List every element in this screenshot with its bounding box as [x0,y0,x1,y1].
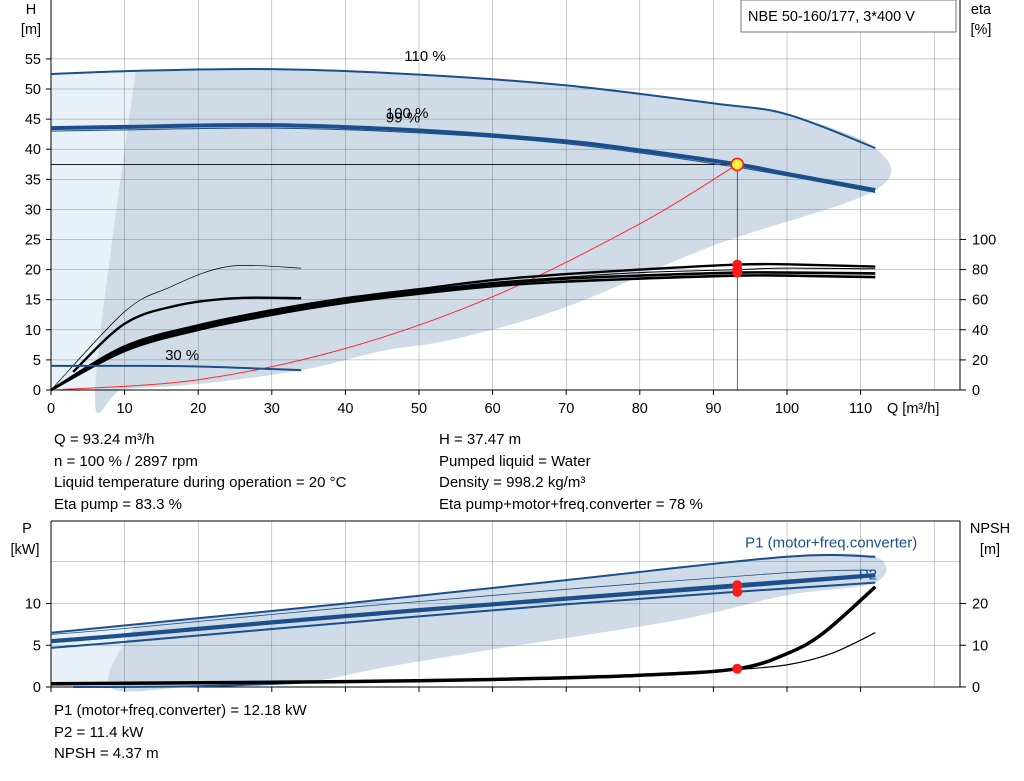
p-tick-label: 5 [33,638,41,654]
eta-tick-label: 80 [972,263,988,279]
x-tick-label: 0 [47,401,55,417]
head-curve-100 [50,122,876,193]
info-p1: P1 (motor+freq.converter) = 12.18 kW [54,702,307,719]
eta-tick-label: 0 [972,383,980,399]
p-axis-unit: [kW] [11,542,40,558]
info-flow: Q = 93.24 m³/h [54,431,155,448]
power-marker [732,586,743,597]
eta-tick-label: 100 [972,233,996,249]
eta-tick-label: 40 [972,323,988,339]
x-tick-label: 80 [632,401,648,417]
y-tick-label: 40 [25,142,41,158]
speed-label: 30 % [165,347,199,364]
eta-axis-unit: [%] [971,22,992,38]
head-curve-110 [50,67,876,149]
p1-curve-100 [50,573,876,644]
info-top-right: H = 37.47 m Pumped liquid = Water Densit… [439,429,703,515]
top-light-band [51,70,136,391]
y-tick-label: 30 [25,202,41,218]
info-density: Density = 998.2 kg/m³ [439,474,586,491]
efficiency-marker [732,259,743,270]
p-tick-label: 0 [33,680,41,696]
npsh-curve [50,585,877,686]
info-bottom: P1 (motor+freq.converter) = 12.18 kW P2 … [54,700,307,765]
x-tick-label: 40 [337,401,353,417]
efficiency-marker [732,267,743,278]
top-operating-band [95,68,892,414]
info-top-left: Q = 93.24 m³/h n = 100 % / 2897 rpm Liqu… [54,429,346,515]
y-tick-label: 45 [25,112,41,128]
y-axis-unit: [m] [21,22,41,38]
npsh-tick-label: 0 [972,680,980,696]
x-tick-label: 70 [558,401,574,417]
npsh-marker [732,663,743,674]
title-box [740,0,957,33]
system-curve [50,163,738,391]
operating-point-marker [730,157,745,172]
x-tick-label: 20 [190,401,206,417]
p1-curve-thin [50,569,876,635]
info-eta-total: Eta pump+motor+freq.converter = 78 % [439,495,703,513]
y-tick-label: 25 [25,233,41,249]
head-curve-30 [50,364,302,372]
x-tick-label: 10 [117,401,133,417]
npsh-axis-unit: [m] [980,542,1000,558]
y-tick-label: 0 [33,383,41,399]
p-axis-label: P [22,521,32,537]
npsh-axis-label: NPSH [970,521,1010,537]
y-tick-label: 5 [33,353,41,369]
info-npsh: NPSH = 4.37 m [54,745,159,762]
power-series-label: P2 [859,566,877,583]
y-tick-label: 55 [25,52,41,68]
p2-curve-100 [50,581,876,649]
npsh-tick-label: 20 [972,597,988,613]
x-tick-label: 60 [485,401,501,417]
y-tick-label: 20 [25,263,41,279]
x-tick-label: 100 [775,401,799,417]
p1-curve-110 [50,553,876,634]
p-tick-label: 10 [25,597,41,613]
y-axis-label: H [26,2,36,18]
speed-label: 99 % [386,109,420,126]
speed-label: 110 % [404,48,445,65]
power-series-label: P1 (motor+freq.converter) [745,535,917,552]
eta-tick-label: 20 [972,353,988,369]
info-eta-pump: Eta pump = 83.3 % [54,495,182,513]
efficiency-curve [50,265,302,391]
x-tick-label: 90 [705,401,721,417]
info-head: H = 37.47 m [439,431,522,448]
eta-tick-label: 60 [972,293,988,309]
efficiency-curve [72,296,302,373]
npsh-tick-label: 10 [972,638,988,654]
info-pumped-liquid: Pumped liquid = Water [439,452,591,470]
x-axis-label: Q [m³/h] [887,401,939,417]
info-liquid-temp: Liquid temperature during operation = 20… [54,474,347,491]
x-tick-label: 50 [411,401,427,417]
npsh-curve-thin [737,632,876,671]
y-tick-label: 10 [25,323,41,339]
speed-label: 100 % [386,105,429,122]
info-speed: n = 100 % / 2897 rpm [54,452,198,470]
x-tick-label: 30 [264,401,280,417]
eta-axis-label: eta [971,2,992,18]
y-tick-label: 50 [25,82,41,98]
title-box-text: NBE 50-160/177, 3*400 V [748,9,915,25]
efficiency-curve [50,274,876,392]
y-tick-label: 15 [25,293,41,309]
x-tick-label: 110 [849,401,872,417]
y-tick-label: 35 [25,172,41,188]
info-p2: P2 = 11.4 kW [54,723,144,741]
